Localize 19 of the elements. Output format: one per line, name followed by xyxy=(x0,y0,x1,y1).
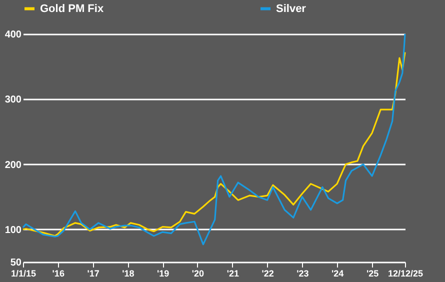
y-tick-label: 300 xyxy=(4,94,22,106)
x-tick-label: '17 xyxy=(87,268,100,278)
x-tick-label: '23 xyxy=(296,268,309,278)
x-tick-label: '22 xyxy=(262,268,274,278)
x-tick-label: '18 xyxy=(122,268,134,278)
x-tick-label: 12/12/25 xyxy=(388,268,424,278)
x-tick-label: 1/1/15 xyxy=(10,268,36,278)
x-tick-label: '16 xyxy=(52,268,64,278)
y-tick-label: 50 xyxy=(10,258,22,268)
y-tick-label: 400 xyxy=(4,30,22,40)
legend-label: Gold PM Fix xyxy=(40,2,104,15)
legend-label: Silver xyxy=(276,2,307,15)
y-tick-label: 100 xyxy=(4,224,22,236)
x-tick-label: '20 xyxy=(192,268,204,278)
x-tick-label: '25 xyxy=(366,268,379,278)
x-tick-label: '21 xyxy=(226,268,240,278)
y-tick-label: 200 xyxy=(4,160,22,171)
x-tick-label: '19 xyxy=(157,268,170,278)
x-tick-label: '24 xyxy=(331,268,344,278)
